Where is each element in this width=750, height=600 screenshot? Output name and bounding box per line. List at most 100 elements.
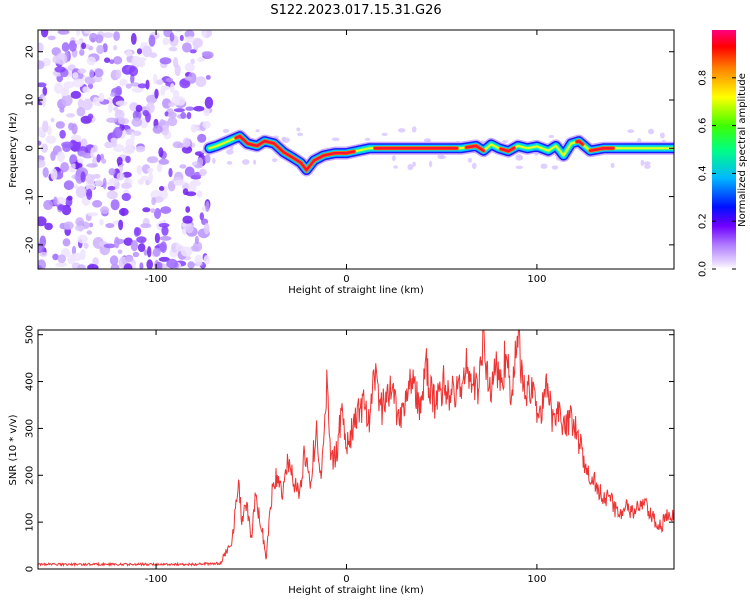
noise-speckle (147, 246, 152, 258)
noise-speckle (113, 44, 118, 51)
signal-speckle (381, 132, 388, 136)
noise-speckle (86, 230, 93, 235)
noise-speckle (194, 164, 203, 169)
signal-speckle (255, 129, 260, 133)
noise-speckle (167, 111, 177, 119)
noise-speckle (95, 34, 104, 44)
noise-speckle (181, 145, 193, 154)
noise-speckle (185, 106, 195, 111)
signal-speckle (627, 129, 635, 134)
noise-speckle (77, 234, 88, 244)
noise-speckle (124, 256, 134, 262)
noise-speckle (42, 120, 49, 133)
noise-speckle (77, 98, 84, 109)
noise-speckle (205, 201, 210, 213)
noise-speckle (113, 106, 119, 112)
noise-speckle (202, 120, 211, 129)
noise-speckle (125, 83, 132, 89)
figure-title: S122.2023.017.15.31.G26 (270, 3, 441, 18)
noise-speckle (40, 30, 49, 38)
signal-speckle (515, 165, 524, 169)
noise-speckle (107, 185, 116, 191)
spectrogram-y-tick-label: 10 (25, 94, 36, 107)
snr-frame (37, 329, 675, 570)
noise-speckle (203, 108, 210, 117)
noise-region (38, 30, 667, 269)
noise-speckle (185, 191, 197, 197)
colorbar-tick-label: 0.2 (698, 213, 709, 229)
noise-speckle (50, 168, 58, 181)
noise-speckle (140, 42, 149, 47)
noise-speckle (182, 137, 191, 148)
noise-speckle (186, 112, 192, 120)
noise-speckle (44, 222, 53, 231)
noise-speckle (187, 261, 195, 269)
noise-speckle (137, 59, 146, 68)
noise-speckle (147, 167, 154, 173)
noise-speckle (159, 236, 172, 241)
noise-speckle (38, 265, 43, 269)
noise-speckle (169, 83, 175, 94)
noise-speckle (80, 171, 86, 183)
colorbar-ticks: 0.0 0.2 0.4 0.6 0.8 (698, 70, 736, 277)
noise-speckle (179, 78, 191, 89)
signal-ridge (202, 129, 674, 177)
noise-speckle (116, 156, 123, 166)
ridge-peak-core (575, 139, 584, 146)
noise-speckle (89, 69, 94, 78)
noise-speckle (106, 117, 118, 123)
noise-speckle (160, 241, 167, 254)
noise-speckle (136, 48, 143, 55)
noise-speckle (123, 237, 133, 246)
noise-speckle (174, 30, 184, 33)
noise-speckle (63, 180, 74, 191)
noise-speckle (197, 57, 205, 63)
noise-speckle (196, 190, 203, 198)
noise-speckle (123, 146, 135, 155)
noise-speckle (70, 134, 82, 141)
noise-speckle (104, 141, 114, 149)
colorbar-tick-label: 0.8 (698, 70, 709, 86)
noise-speckle (108, 168, 116, 176)
noise-speckle (134, 227, 142, 236)
noise-speckle (204, 96, 214, 109)
noise-speckle (199, 168, 207, 176)
noise-speckle (152, 125, 163, 134)
noise-speckle (72, 72, 79, 79)
signal-speckle (426, 139, 431, 143)
noise-speckle (159, 189, 168, 200)
signal-speckle (472, 162, 477, 170)
noise-speckle (82, 86, 91, 93)
noise-speckle (62, 143, 71, 152)
colorbar-tick-label: 0.6 (698, 118, 709, 134)
noise-speckle (38, 216, 47, 227)
signal-speckle (398, 128, 406, 133)
noise-speckle (203, 255, 211, 265)
signal-speckle (297, 132, 303, 137)
noise-speckle (61, 94, 73, 107)
noise-speckle (101, 158, 107, 164)
noise-speckle (62, 238, 71, 247)
noise-speckle (128, 66, 139, 77)
noise-speckle (125, 50, 133, 57)
noise-speckle (102, 177, 107, 190)
noise-speckle (168, 102, 176, 107)
signal-speckle (429, 160, 433, 168)
ridge-peak-core (589, 147, 615, 152)
noise-speckle (125, 155, 131, 164)
signal-speckle (272, 158, 278, 163)
noise-speckle (205, 75, 211, 80)
noise-speckle (190, 179, 202, 187)
noise-speckle (117, 249, 123, 255)
noise-speckle (135, 145, 146, 153)
spectrogram-y-label: Frequency (Hz) (8, 112, 19, 188)
ridge-peak-core (465, 144, 485, 152)
noise-speckle (109, 59, 115, 65)
signal-speckle (281, 136, 287, 142)
noise-speckle (54, 66, 66, 73)
noise-speckle (96, 154, 101, 163)
noise-speckle (140, 223, 152, 229)
signal-speckle (412, 161, 416, 167)
noise-speckle (137, 83, 148, 89)
